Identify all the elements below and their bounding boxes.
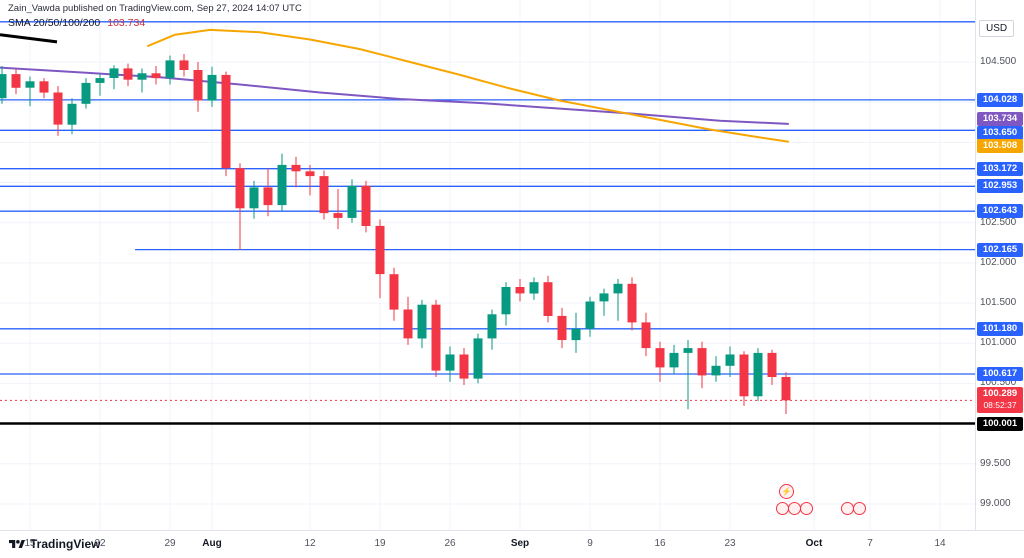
time-tick-label: 14 xyxy=(934,538,946,549)
candlestick-chart[interactable] xyxy=(0,0,975,530)
reaction-icon[interactable] xyxy=(853,502,866,515)
price-tick-label: 102.500 xyxy=(980,216,1017,228)
current-price-value: 100.289 xyxy=(982,388,1018,400)
price-tick-label: 100.500 xyxy=(980,377,1017,389)
indicator-legend[interactable]: SMA 20/50/100/200 103.734 xyxy=(8,17,145,29)
reaction-icon[interactable] xyxy=(800,502,813,515)
time-tick-label: Sep xyxy=(510,538,530,549)
trendline-segment[interactable] xyxy=(0,33,58,44)
time-tick-label: 29 xyxy=(164,538,176,549)
time-tick-label: 19 xyxy=(374,538,386,549)
support-resistance-lines[interactable] xyxy=(0,21,975,425)
price-tick-label: 104.500 xyxy=(980,56,1017,67)
time-tick-label: 12 xyxy=(304,538,316,549)
time-tick-label: Aug xyxy=(202,538,222,549)
bar-countdown: 08:52:37 xyxy=(983,400,1017,411)
price-tick-label: 101.000 xyxy=(980,337,1017,349)
sma-price-badge: 103.508 xyxy=(977,138,1023,153)
level-price-badge: 100.617 xyxy=(977,367,1023,382)
level-price-badge: 101.180 xyxy=(977,321,1023,336)
indicator-legend-title: SMA 20/50/100/200 xyxy=(8,17,101,29)
level-price-badge: 103.172 xyxy=(977,161,1023,176)
price-tick-label: 102.000 xyxy=(980,256,1017,268)
level-price-badge: 102.953 xyxy=(977,179,1023,194)
price-tick-label: 101.500 xyxy=(980,297,1017,309)
price-tick-label: 99.000 xyxy=(980,497,1011,509)
time-tick-label: 16 xyxy=(654,538,666,549)
time-tick-label: 26 xyxy=(444,538,456,549)
level-price-badge: 103.650 xyxy=(977,126,1023,141)
time-axis[interactable]: TradingView 15 22 29 Aug 12 19 26 Sep 9 16 23 Oct 7 1… xyxy=(0,530,1024,558)
time-tick-label: Oct xyxy=(805,538,823,549)
current-price-badge: 100.289 08:52:37 xyxy=(977,387,1023,414)
time-tick-label: 9 xyxy=(587,538,593,549)
price-axis[interactable]: USD 104.500 102.500 102.000 101.500 101.000 1… xyxy=(975,0,1024,530)
sma-price-badge: 103.734 xyxy=(977,111,1023,126)
indicator-legend-value: 103.734 xyxy=(107,17,146,29)
time-tick-label: 23 xyxy=(724,538,736,549)
level-price-badge: 102.643 xyxy=(977,204,1023,219)
time-tick-label: 22 xyxy=(94,538,106,549)
reaction-lightning-icon[interactable]: ⚡ xyxy=(779,484,794,499)
chart-canvas[interactable] xyxy=(0,0,975,530)
tradingview-logo[interactable]: TradingView xyxy=(9,537,100,551)
time-tick-label: 7 xyxy=(867,538,873,549)
time-tick-label: 15 xyxy=(24,538,36,549)
level-price-badge: 100.001 xyxy=(977,416,1023,431)
price-tick-label: 99.500 xyxy=(980,457,1011,469)
sma-lines xyxy=(0,28,789,143)
currency-toggle[interactable]: USD xyxy=(979,20,1015,37)
tradingview-logo-text: TradingView xyxy=(30,537,101,551)
tradingview-logo-icon xyxy=(9,539,25,548)
level-price-badge: 104.028 xyxy=(977,92,1023,107)
level-price-badge: 102.165 xyxy=(977,242,1023,257)
attribution-text: Zain_Vawda published on TradingView.com,… xyxy=(8,3,302,14)
candles xyxy=(0,54,791,414)
